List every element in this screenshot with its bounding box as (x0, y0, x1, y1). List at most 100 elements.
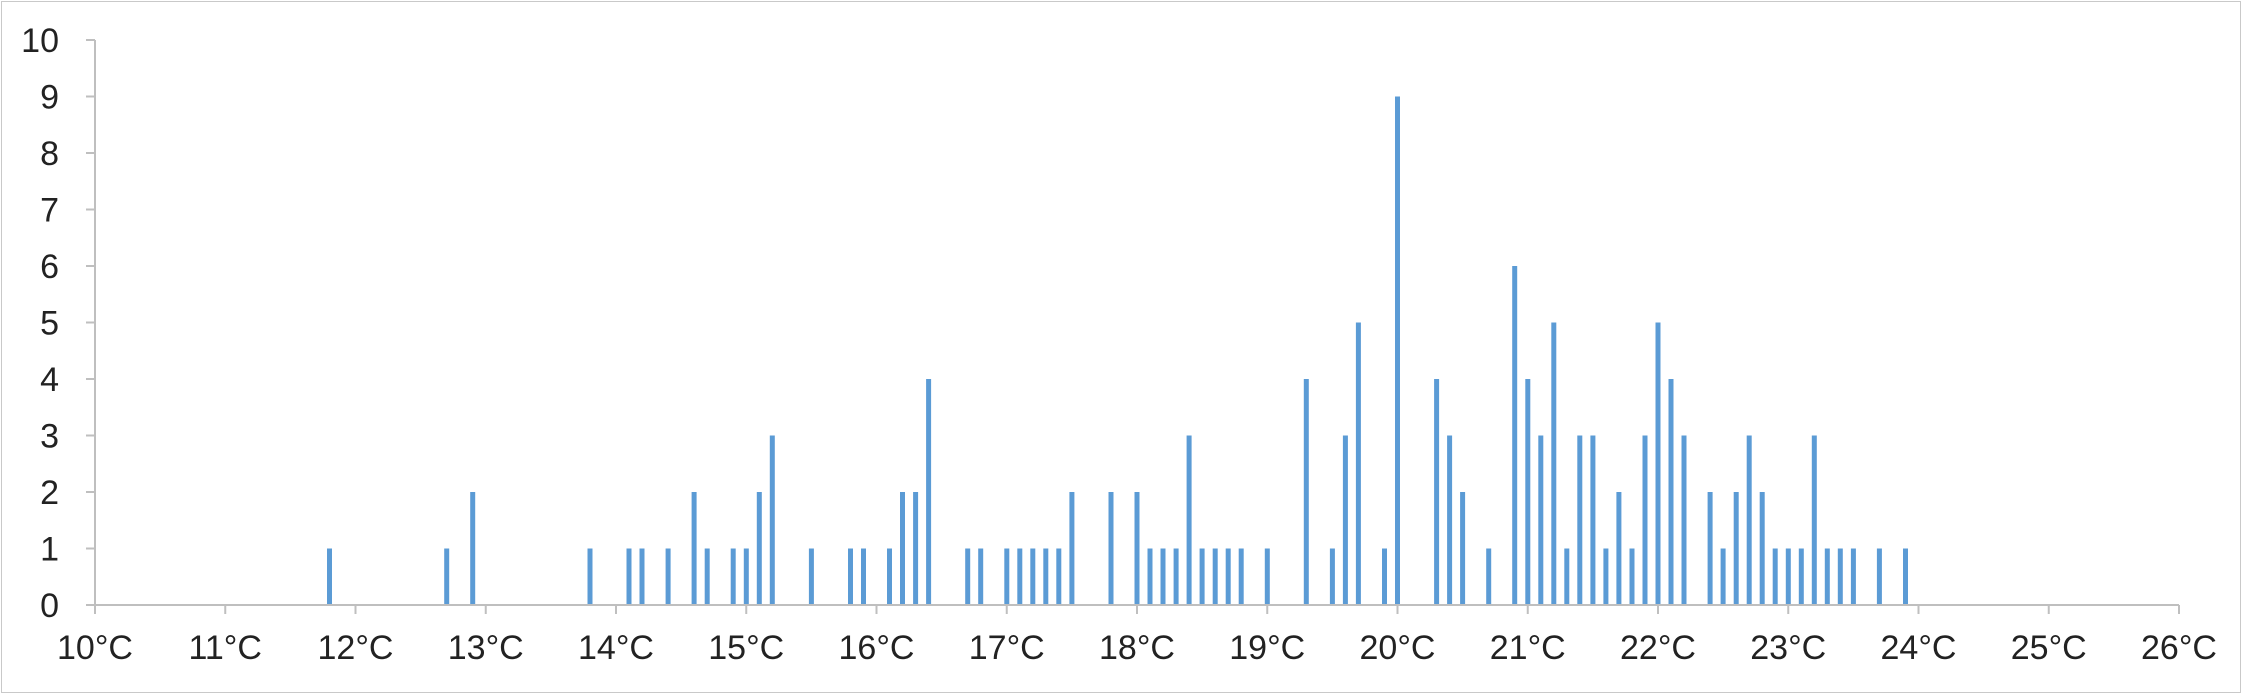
x-tick-label-21: 21°C (1490, 629, 1566, 667)
bar-16.7c (965, 548, 971, 605)
bar-21.8c (1629, 548, 1635, 605)
bar-22c (1655, 322, 1661, 605)
bar-23.1c (1798, 548, 1804, 605)
bar-17.4c (1056, 548, 1062, 605)
bar-19.9c (1382, 548, 1387, 605)
labels-layer: 0 1 2 3 4 5 6 7 8 9 10 10°C 11°C 12°C 13°C 14°C 15°C 16°C… (21, 22, 2217, 667)
bar-23.3c (1824, 548, 1830, 605)
x-tick-label-25: 25°C (2011, 629, 2087, 667)
bar-15.1c (756, 492, 762, 605)
y-tick-label-10: 10 (21, 22, 59, 60)
bar-17.5c (1069, 492, 1075, 605)
y-tick-label-9: 9 (40, 79, 59, 117)
bar-17.8c (1108, 492, 1114, 605)
y-tick-label-3: 3 (40, 418, 59, 456)
bar-20c (1395, 96, 1400, 605)
bar-19.5c (1329, 548, 1335, 605)
bar-22.6c (1733, 492, 1739, 605)
bar-18.5c (1199, 548, 1205, 605)
x-tick-label-19: 19°C (1229, 629, 1305, 667)
bar-21.3c (1564, 548, 1570, 605)
bar-21.2c (1551, 322, 1557, 605)
bar-15c (743, 548, 749, 605)
x-tick-label-23: 23°C (1750, 629, 1826, 667)
bar-15.9c (861, 548, 866, 605)
x-tick-label-24: 24°C (1881, 629, 1957, 667)
y-tick-label-7: 7 (40, 192, 59, 230)
bar-20.3c (1434, 379, 1440, 605)
y-tick-label-4: 4 (40, 361, 59, 399)
bar-20.9c (1512, 266, 1518, 605)
x-tick-label-10: 10°C (57, 629, 133, 667)
bar-23.5c (1850, 548, 1856, 605)
bar-20.4c (1447, 435, 1453, 605)
bar-17c (1004, 548, 1010, 605)
bar-22.2c (1681, 435, 1687, 605)
bar-22.8c (1759, 492, 1765, 605)
bar-12.9c (470, 492, 476, 605)
bar-19.6c (1342, 435, 1348, 605)
bar-19.3c (1303, 379, 1309, 605)
x-tick-label-12: 12°C (318, 629, 394, 667)
x-tick-label-14: 14°C (578, 629, 654, 667)
bar-11.8c (327, 548, 332, 605)
bar-14.2c (639, 548, 645, 605)
bar-14.4c (665, 548, 671, 605)
bars-layer (327, 96, 1908, 605)
bar-18.4c (1186, 435, 1192, 605)
bar-22.4c (1707, 492, 1713, 605)
bar-22.1c (1668, 379, 1674, 605)
y-tick-label-5: 5 (40, 305, 59, 343)
y-tick-label-1: 1 (40, 531, 59, 569)
bar-17.3c (1043, 548, 1049, 605)
bar-23c (1785, 548, 1791, 605)
y-tick-label-8: 8 (40, 135, 59, 173)
bar-13.8c (587, 548, 593, 605)
x-tick-label-17: 17°C (969, 629, 1045, 667)
bar-23.2c (1811, 435, 1817, 605)
bar-18.3c (1173, 548, 1179, 605)
bar-18.2c (1160, 548, 1166, 605)
x-tick-label-22: 22°C (1620, 629, 1696, 667)
bar-18.8c (1238, 548, 1244, 605)
bar-16.1c (887, 548, 892, 605)
bar-21.5c (1590, 435, 1596, 605)
y-tick-label-6: 6 (40, 248, 59, 286)
bar-22.7c (1746, 435, 1752, 605)
bar-21c (1525, 379, 1531, 605)
x-tick-label-16: 16°C (839, 629, 915, 667)
x-tick-label-18: 18°C (1099, 629, 1175, 667)
bar-15.5c (808, 548, 814, 605)
bar-21.4c (1577, 435, 1583, 605)
bar-21.7c (1616, 492, 1622, 605)
x-tick-label-11: 11°C (189, 629, 262, 667)
axes-layer (86, 39, 2180, 614)
bar-16.4c (926, 379, 932, 605)
bar-17.1c (1017, 548, 1023, 605)
bar-20.5c (1460, 492, 1466, 605)
x-tick-label-26: 26°C (2141, 629, 2217, 667)
bar-15.2c (769, 435, 775, 605)
bar-21.9c (1642, 435, 1648, 605)
bar-12.7c (444, 548, 450, 605)
bar-18.6c (1212, 548, 1218, 605)
bar-20.7c (1486, 548, 1492, 605)
x-tick-label-15: 15°C (708, 629, 784, 667)
y-tick-label-2: 2 (40, 474, 59, 512)
bar-19c (1264, 548, 1270, 605)
y-tick-label-0: 0 (40, 587, 59, 625)
bar-16.8c (978, 548, 984, 605)
bar-23.7c (1876, 548, 1882, 605)
bar-18.7c (1225, 548, 1231, 605)
bar-15.8c (848, 548, 853, 605)
bar-22.5c (1720, 548, 1726, 605)
bar-21.6c (1603, 548, 1609, 605)
x-tick-label-20: 20°C (1360, 629, 1436, 667)
bar-16.3c (913, 492, 919, 605)
bar-21.1c (1538, 435, 1544, 605)
bar-16.2c (900, 492, 905, 605)
bar-14.9c (730, 548, 736, 605)
bar-18.1c (1147, 548, 1153, 605)
bar-22.9c (1772, 548, 1778, 605)
